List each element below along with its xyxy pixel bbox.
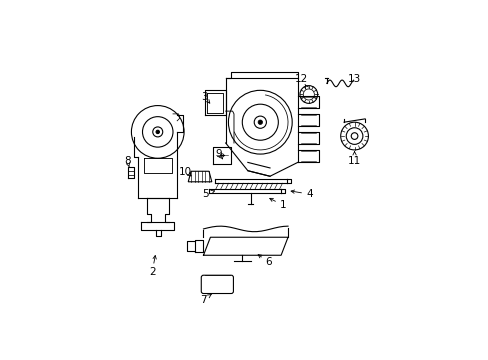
Bar [208, 94, 222, 112]
Text: 10: 10 [179, 167, 192, 177]
Text: 6: 6 [265, 257, 271, 267]
Circle shape [258, 120, 262, 125]
Text: 1: 1 [280, 201, 286, 210]
Text: 8: 8 [123, 156, 130, 166]
Text: 7: 7 [200, 294, 206, 305]
Text: 5: 5 [202, 189, 208, 199]
Text: 11: 11 [347, 156, 361, 166]
Text: 2: 2 [148, 267, 155, 277]
Text: 12: 12 [295, 74, 308, 84]
Text: 4: 4 [306, 189, 313, 199]
Text: 13: 13 [347, 74, 361, 84]
Text: 3: 3 [201, 92, 208, 102]
Text: 9: 9 [215, 149, 222, 159]
Circle shape [156, 130, 159, 134]
